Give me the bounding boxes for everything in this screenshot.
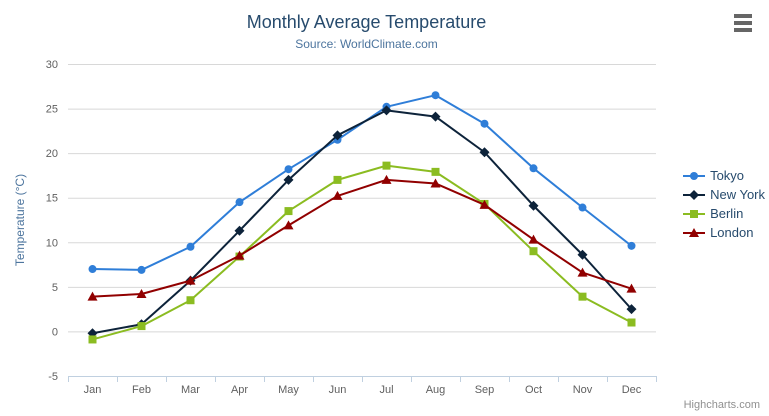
x-axis-label: Mar — [181, 384, 200, 396]
square-glyph — [690, 209, 699, 218]
y-axis-label: 15 — [46, 193, 58, 205]
legend-item-berlin[interactable]: Berlin — [683, 206, 765, 221]
legend-item-label: Berlin — [710, 206, 744, 221]
marker-berlin[interactable] — [137, 322, 146, 331]
series-line-tokyo — [92, 94, 633, 271]
y-axis-label: 0 — [52, 326, 58, 338]
marker-london[interactable] — [332, 190, 343, 200]
chart-title: Monthly Average Temperature — [246, 12, 487, 32]
marker-tokyo[interactable] — [137, 265, 146, 274]
chart-subtitle: Source: WorldClimate.com — [295, 37, 438, 51]
triangle-glyph — [689, 227, 700, 237]
marker-berlin[interactable] — [578, 292, 587, 301]
marker-tokyo[interactable] — [235, 198, 244, 207]
triangle-marker-icon — [683, 227, 706, 237]
x-axis-label: Jun — [329, 384, 347, 396]
legend: Tokyo New York Berlin London — [683, 168, 765, 240]
y-axis-label: 10 — [46, 237, 58, 249]
legend-item-label: New York — [710, 187, 765, 202]
diamond-glyph — [689, 189, 700, 200]
marker-tokyo[interactable] — [284, 165, 293, 174]
marker-new-york[interactable] — [626, 304, 637, 315]
diamond-marker-icon — [683, 189, 706, 200]
y-axis-label: 25 — [46, 104, 58, 116]
marker-berlin[interactable] — [88, 335, 97, 344]
marker-new-york[interactable] — [479, 147, 490, 158]
x-axis-label: Feb — [132, 384, 151, 396]
marker-london[interactable] — [577, 267, 588, 277]
hamburger-icon — [734, 28, 752, 32]
hamburger-icon — [734, 14, 752, 18]
x-axis-label: Oct — [525, 384, 542, 396]
marker-tokyo[interactable] — [627, 241, 636, 250]
marker-berlin[interactable] — [284, 207, 293, 216]
marker-tokyo[interactable] — [88, 265, 97, 274]
marker-berlin[interactable] — [382, 161, 391, 170]
marker-london[interactable] — [381, 174, 392, 184]
series-line-new-york — [92, 109, 633, 335]
x-axis-label: Apr — [231, 384, 248, 396]
marker-berlin[interactable] — [431, 167, 440, 176]
marker-london[interactable] — [234, 250, 245, 260]
marker-new-york[interactable] — [234, 225, 245, 236]
marker-london[interactable] — [136, 288, 147, 298]
legend-item-label: London — [710, 225, 754, 240]
marker-new-york[interactable] — [283, 174, 294, 185]
hamburger-icon — [734, 21, 752, 25]
marker-tokyo[interactable] — [186, 242, 195, 251]
marker-new-york[interactable] — [577, 249, 588, 260]
marker-new-york[interactable] — [430, 111, 441, 122]
x-axis-label: May — [278, 384, 299, 396]
marker-tokyo[interactable] — [529, 164, 538, 173]
x-axis-label: Aug — [426, 384, 446, 396]
marker-london[interactable] — [626, 283, 637, 293]
credits-link[interactable]: Highcharts.com — [683, 399, 760, 411]
legend-item-new-york[interactable]: New York — [683, 187, 765, 202]
circle-glyph — [690, 171, 699, 180]
square-marker-icon — [683, 209, 706, 218]
marker-tokyo[interactable] — [578, 203, 587, 212]
marker-new-york[interactable] — [381, 105, 392, 116]
y-axis-label: 5 — [52, 282, 58, 294]
series-line-london — [92, 178, 632, 298]
marker-london[interactable] — [528, 234, 539, 244]
y-axis-label: 30 — [46, 59, 58, 71]
marker-berlin[interactable] — [627, 318, 636, 327]
marker-new-york[interactable] — [332, 130, 343, 141]
x-axis-label: Nov — [573, 384, 593, 396]
series-line-berlin — [92, 164, 632, 341]
marker-berlin[interactable] — [186, 296, 195, 305]
y-axis-label: -5 — [48, 371, 58, 383]
marker-berlin[interactable] — [333, 175, 342, 184]
legend-item-london[interactable]: London — [683, 225, 765, 240]
x-axis-label: Sep — [475, 384, 495, 396]
marker-tokyo[interactable] — [480, 119, 489, 128]
y-axis-title: Temperature (°C) — [13, 174, 27, 266]
marker-new-york[interactable] — [528, 200, 539, 211]
marker-london[interactable] — [185, 275, 196, 285]
marker-berlin[interactable] — [529, 247, 538, 256]
x-axis-label: Dec — [622, 384, 642, 396]
marker-london[interactable] — [283, 220, 294, 230]
marker-london[interactable] — [479, 199, 490, 209]
y-axis-label: 20 — [46, 148, 58, 160]
x-axis-label: Jan — [84, 384, 102, 396]
legend-item-tokyo[interactable]: Tokyo — [683, 168, 765, 183]
legend-item-label: Tokyo — [710, 168, 745, 183]
marker-tokyo[interactable] — [431, 91, 440, 100]
marker-london[interactable] — [87, 291, 98, 301]
export-menu-button[interactable] — [734, 14, 752, 32]
circle-marker-icon — [683, 171, 706, 180]
x-axis-label: Jul — [379, 384, 393, 396]
marker-london[interactable] — [430, 178, 441, 188]
